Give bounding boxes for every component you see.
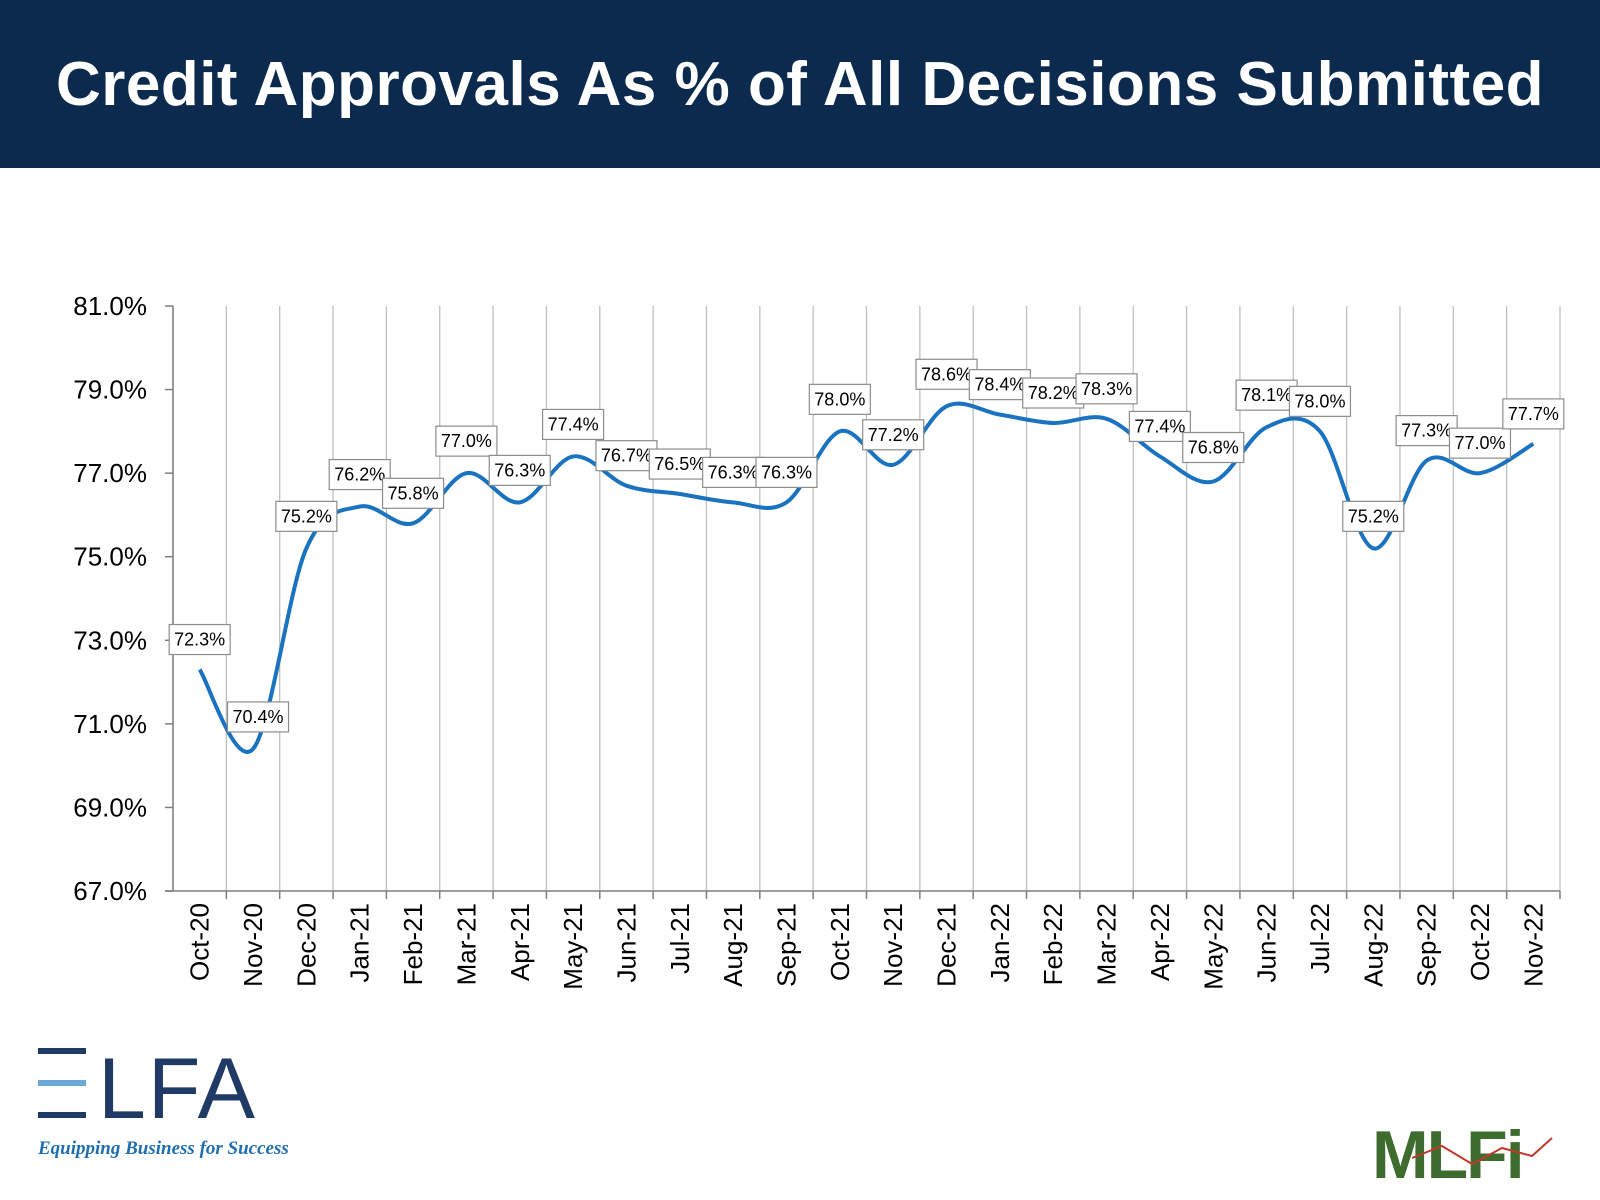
data-label: 76.3%	[708, 462, 759, 482]
elfa-e-mark	[38, 1048, 86, 1118]
x-tick-label: Jun-22	[1252, 903, 1282, 983]
data-label-box	[275, 500, 338, 532]
data-label-box	[1022, 377, 1085, 409]
data-label: 77.2%	[868, 425, 919, 445]
x-tick-label: Jun-21	[611, 903, 641, 983]
x-tick-label: Mar-22	[1092, 903, 1122, 985]
data-label-box	[1395, 415, 1458, 447]
x-tick-label: Apr-21	[505, 903, 535, 981]
x-tick-label: Nov-20	[238, 903, 268, 987]
data-label: 76.8%	[1188, 438, 1239, 458]
data-label-box	[541, 408, 605, 441]
data-label: 76.3%	[494, 460, 545, 480]
x-tick-label: Sep-21	[771, 903, 801, 987]
data-label-box	[1448, 427, 1512, 459]
x-tick-label: May-21	[558, 903, 588, 990]
data-label-box	[488, 454, 551, 486]
data-label: 77.7%	[1508, 404, 1559, 424]
y-tick-label: 81.0%	[73, 291, 147, 321]
x-tick-label: Jan-22	[985, 903, 1015, 983]
x-tick-label: Jan-21	[345, 903, 375, 983]
x-tick-label: Apr-22	[1145, 903, 1175, 981]
chart-grid	[172, 306, 1561, 891]
y-tick-label: 79.0%	[73, 375, 147, 405]
data-label: 78.0%	[814, 389, 865, 409]
data-label: 76.2%	[334, 465, 385, 485]
data-label: 75.2%	[281, 506, 332, 526]
y-tick-label: 71.0%	[73, 709, 147, 739]
mlfi-trend-line	[1411, 1137, 1553, 1166]
data-label-box	[435, 425, 498, 457]
title-banner: Credit Approvals As % of All Decisions S…	[0, 0, 1600, 168]
data-label: 78.6%	[921, 364, 972, 384]
mlfi-logo: MLFi	[1372, 1118, 1553, 1184]
x-tick-label: Nov-22	[1518, 903, 1548, 987]
x-tick-label: Jul-21	[665, 903, 695, 974]
data-label: 77.4%	[1134, 416, 1185, 436]
data-label-box	[1502, 398, 1565, 430]
data-label: 78.4%	[974, 375, 1025, 395]
y-tick-label: 73.0%	[73, 625, 147, 655]
data-label-box	[808, 383, 871, 415]
x-tick-label: Nov-21	[878, 903, 908, 987]
x-tick-label: Dec-20	[291, 903, 321, 987]
data-label-box	[226, 701, 290, 733]
page-title: Credit Approvals As % of All Decisions S…	[55, 49, 1545, 119]
data-labels: 72.3%70.4%75.2%76.2%75.8%77.0%76.3%77.4%…	[168, 358, 1565, 750]
data-label-box	[755, 456, 818, 488]
data-label-box	[648, 448, 711, 480]
y-tick-label: 69.0%	[73, 792, 147, 822]
x-axis: Oct-20 Nov-20 Dec-20 Jan-21 Feb-21 Mar-21 Apr-…	[165, 890, 1561, 990]
data-label: 72.3%	[174, 630, 225, 650]
data-label: 70.4%	[232, 707, 283, 727]
data-label: 78.1%	[1241, 385, 1292, 405]
data-label: 76.7%	[601, 446, 652, 466]
data-label-box	[1342, 500, 1405, 532]
data-label: 78.0%	[1294, 391, 1345, 411]
data-label-box	[595, 440, 658, 472]
x-tick-label: Feb-22	[1038, 903, 1068, 985]
data-label-box	[1075, 373, 1138, 405]
data-label: 78.3%	[1081, 379, 1132, 399]
data-label-box	[862, 419, 925, 451]
data-label-box	[702, 456, 765, 488]
data-label: 75.8%	[388, 483, 439, 503]
data-label-box	[1182, 431, 1245, 464]
y-tick-label: 67.0%	[73, 876, 147, 906]
x-tick-label: Aug-22	[1358, 903, 1388, 987]
x-tick-label: Jul-22	[1305, 903, 1335, 974]
x-tick-label: Feb-21	[398, 903, 428, 985]
y-tick-label: 77.0%	[73, 458, 147, 488]
data-label-box	[381, 477, 445, 509]
x-tick-label: Sep-22	[1412, 903, 1442, 987]
elfa-tagline: Equipping Business for Success	[37, 1138, 289, 1159]
x-tick-label: Oct-21	[825, 903, 855, 981]
data-label-box	[168, 623, 231, 656]
data-label-box	[1128, 410, 1192, 443]
data-label: 76.5%	[654, 454, 705, 474]
y-axis: 67.0% 69.0% 71.0% 73.0% 75.0% 77.0% 79.0% 81.0%	[73, 291, 174, 906]
data-label: 78.2%	[1028, 383, 1079, 403]
data-label: 77.0%	[441, 431, 492, 451]
y-tick-label: 75.0%	[73, 542, 147, 572]
mlfi-wordmark: MLFi	[1372, 1118, 1523, 1184]
x-tick-label: Aug-21	[718, 903, 748, 987]
x-tick-label: Oct-20	[185, 903, 215, 981]
data-label-box	[328, 458, 391, 491]
data-label: 77.0%	[1454, 433, 1505, 453]
data-label: 77.4%	[548, 414, 599, 434]
data-label: 77.3%	[1401, 421, 1452, 441]
elfa-logo: LFA Equipping Business for Success	[37, 1041, 289, 1159]
x-tick-label: Dec-21	[932, 903, 962, 987]
x-tick-label: Oct-22	[1465, 903, 1495, 981]
data-label: 75.2%	[1348, 506, 1399, 526]
x-tick-label: May-22	[1198, 903, 1228, 990]
x-tick-label: Mar-21	[451, 903, 481, 985]
data-label: 76.3%	[761, 462, 812, 482]
data-label-box	[915, 358, 978, 390]
elfa-wordmark: LFA	[98, 1041, 257, 1137]
data-label-box	[1288, 385, 1352, 417]
